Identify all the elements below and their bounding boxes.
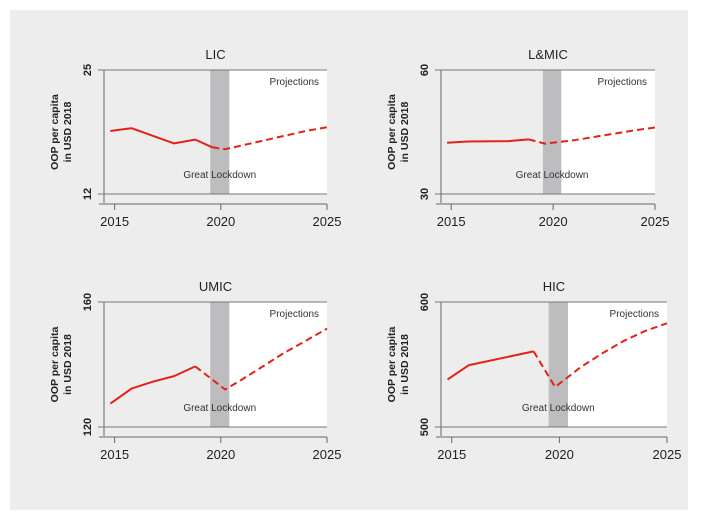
y-tick-label: 120 (82, 418, 94, 436)
panel-title: L&MIC (528, 47, 568, 62)
series-line-projected (532, 322, 668, 388)
y-tick-label: 60 (419, 64, 431, 76)
y-axis-label: OOP per capita (386, 327, 398, 403)
x-tick-label: 2020 (206, 214, 235, 229)
panel-title: UMIC (199, 279, 232, 294)
series-line-actual (447, 138, 529, 144)
projections-label: Projections (270, 309, 319, 320)
y-axis-label: in USD 2018 (399, 101, 411, 162)
y-axis-label: OOP per capita (49, 327, 61, 403)
great-lockdown-label: Great Lockdown (522, 403, 595, 414)
x-tick-label: 2025 (653, 447, 682, 462)
y-axis-label: OOP per capita (386, 94, 398, 170)
figure-background: 2015 2020 2025 12 25 OOP per capita in USD 201… (10, 10, 688, 510)
lockdown-band (542, 70, 562, 194)
x-tick-label: 2020 (206, 447, 235, 462)
y-tick-label: 600 (419, 293, 431, 311)
x-tick-label: 2025 (313, 214, 342, 229)
lockdown-band (210, 70, 230, 194)
projections-label: Projections (270, 77, 319, 88)
lockdown-band (210, 302, 230, 427)
y-tick-label: 160 (82, 293, 94, 311)
y-tick-label: 25 (82, 64, 94, 76)
x-tick-label: 2015 (100, 447, 129, 462)
y-tick-label: 12 (82, 188, 94, 200)
series-line-actual (446, 350, 534, 381)
panel-title: HIC (543, 279, 565, 294)
y-tick-label: 500 (419, 418, 431, 436)
chart-panel-1: 2015 2020 2025 30 60 OOP per capita in USD 201… (386, 47, 669, 229)
great-lockdown-label: Great Lockdown (183, 403, 256, 414)
projections-label: Projections (610, 309, 659, 320)
x-tick-label: 2015 (437, 214, 466, 229)
projection-area (229, 70, 327, 194)
x-tick-label: 2025 (641, 214, 670, 229)
y-axis-label: in USD 2018 (62, 334, 74, 395)
projection-area (561, 70, 655, 194)
x-tick-label: 2015 (100, 214, 129, 229)
y-tick-label: 30 (419, 188, 431, 200)
series-line-projected (212, 126, 328, 151)
projection-area (229, 302, 327, 427)
great-lockdown-label: Great Lockdown (183, 170, 256, 181)
chart-panel-2: 2015 2020 2025 120 160 OOP per capita in USD 2… (49, 279, 341, 462)
series-line-projected (528, 126, 656, 145)
great-lockdown-label: Great Lockdown (516, 170, 589, 181)
x-tick-label: 2025 (313, 447, 342, 462)
chart-panel-0: 2015 2020 2025 12 25 OOP per capita in USD 201… (49, 47, 341, 229)
panel-title: LIC (205, 47, 225, 62)
lockdown-band (548, 302, 568, 427)
series-line-actual (110, 127, 213, 149)
projections-label: Projections (598, 77, 647, 88)
x-tick-label: 2015 (437, 447, 466, 462)
chart-panel-3: 2015 2020 2025 500 600 OOP per capita in USD 2… (386, 279, 681, 462)
y-axis-label: OOP per capita (49, 94, 61, 170)
series-line-projected (194, 327, 328, 391)
x-tick-label: 2020 (545, 447, 574, 462)
x-tick-label: 2020 (539, 214, 568, 229)
y-axis-label: in USD 2018 (399, 334, 411, 395)
y-axis-label: in USD 2018 (62, 101, 74, 162)
series-line-actual (109, 365, 196, 405)
